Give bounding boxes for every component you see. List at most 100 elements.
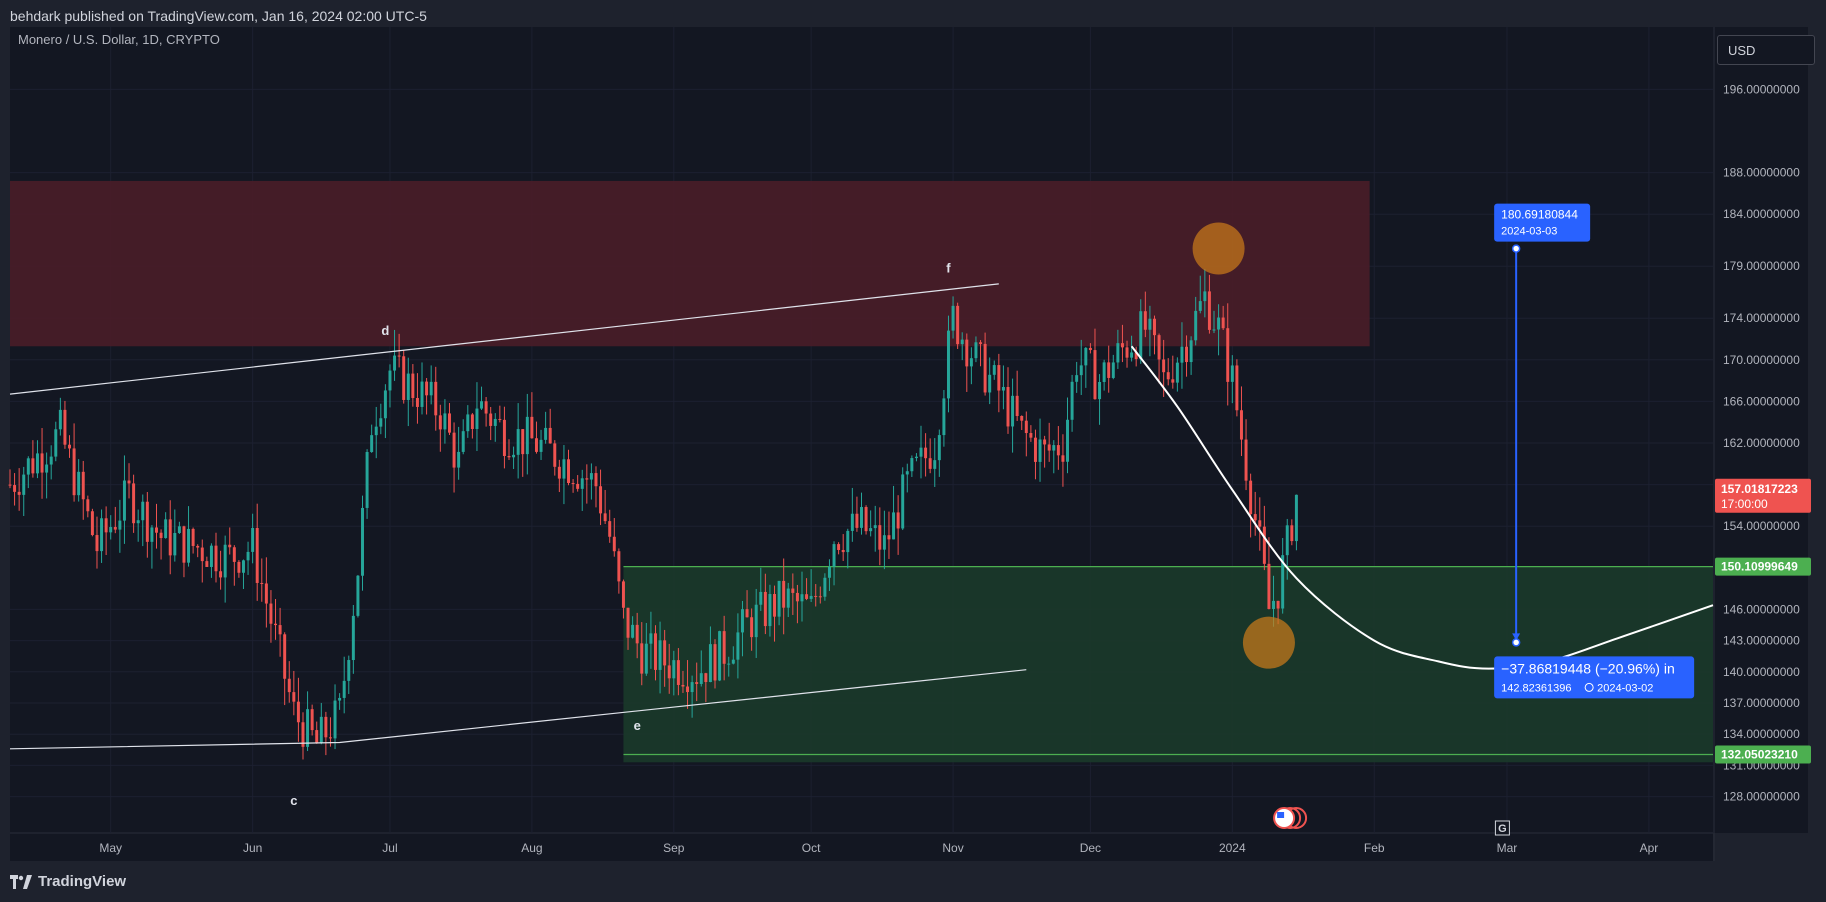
projection-curve	[1130, 345, 1714, 670]
candle-body	[869, 528, 873, 532]
currency-button[interactable]: USD	[1717, 35, 1815, 65]
y-tick-label: 146.00000000	[1723, 602, 1800, 616]
y-tick-label: 170.00000000	[1723, 353, 1800, 367]
candle-body	[406, 373, 410, 400]
y-tick-label: 137.00000000	[1723, 696, 1800, 710]
candle-body	[1029, 433, 1033, 438]
wave-label-e: e	[634, 718, 641, 733]
candle-body	[617, 551, 621, 582]
candle-body	[933, 460, 937, 469]
candle-body	[924, 447, 928, 459]
x-tick-label: Mar	[1497, 841, 1518, 855]
x-tick-label: 2024	[1219, 841, 1246, 855]
candle-body	[1235, 365, 1239, 411]
candle-body	[1239, 410, 1243, 440]
candle-body	[1226, 328, 1230, 382]
candle-body	[1153, 318, 1156, 336]
candle-body	[548, 427, 552, 444]
candle-body	[315, 730, 319, 744]
candle-body	[100, 518, 104, 552]
candle-body	[1066, 419, 1069, 462]
candle-body	[1157, 335, 1161, 360]
tradingview-logo[interactable]: TradingView	[10, 873, 126, 890]
candle-body	[411, 373, 415, 399]
currency-label: USD	[1728, 43, 1756, 58]
candle-body	[77, 471, 81, 496]
candle-body	[681, 684, 685, 687]
candle-body	[992, 365, 996, 375]
candle-body	[388, 370, 392, 391]
candle-body	[1267, 563, 1271, 609]
candle-body	[919, 447, 923, 457]
measure-top-price: 180.69180844	[1501, 208, 1578, 222]
candle-body	[740, 609, 744, 633]
candle-body	[649, 633, 653, 644]
candle-body	[264, 583, 268, 604]
last-price-tag	[1715, 478, 1811, 513]
measure-start-handle[interactable]	[1511, 244, 1521, 253]
candle-body	[539, 439, 543, 452]
candle-body	[928, 458, 932, 469]
candle-body	[241, 560, 245, 573]
trendline	[9, 283, 999, 395]
candle-body	[553, 443, 557, 467]
candle-body	[635, 624, 639, 644]
candle-body	[626, 607, 630, 638]
y-tick-label: 128.00000000	[1723, 790, 1800, 804]
measure-end-handle[interactable]	[1511, 638, 1521, 647]
candle-body	[214, 545, 218, 572]
candle-body	[493, 418, 497, 426]
resistance-zone	[10, 180, 1370, 347]
x-tick-label: Sep	[663, 841, 685, 855]
candle-body	[475, 408, 479, 429]
candle-body	[1217, 317, 1221, 330]
candle-body	[727, 663, 731, 665]
candle-body	[415, 398, 419, 407]
candle-body	[773, 594, 777, 617]
highlight-circle	[1192, 222, 1245, 275]
candle-body	[1285, 525, 1289, 556]
candle-body	[95, 535, 99, 552]
y-tick-label: 196.00000000	[1723, 82, 1800, 96]
candle-body	[173, 532, 177, 556]
candle-body	[1088, 347, 1092, 351]
candle-body	[805, 594, 809, 599]
candle-body	[145, 501, 149, 542]
candle-body	[576, 483, 580, 489]
candle-body	[937, 435, 941, 461]
candle-body	[567, 459, 570, 484]
candle-body	[58, 409, 62, 430]
candle-body	[1052, 445, 1056, 451]
candle-body	[860, 507, 863, 528]
candle-body	[443, 413, 447, 430]
candle-body	[205, 561, 209, 567]
last-price-countdown: 17:00:00	[1721, 497, 1768, 511]
candle-body	[534, 438, 538, 452]
candle-body	[447, 413, 451, 433]
candle-body	[379, 418, 383, 427]
measure-bottom-label-box	[1494, 656, 1695, 699]
candle-body	[40, 453, 44, 473]
candle-body	[164, 519, 168, 539]
candle-body	[122, 480, 126, 521]
candle-body	[1130, 352, 1134, 358]
candle-body	[8, 484, 12, 486]
x-tick-label: Aug	[521, 841, 542, 855]
candle-body	[1024, 420, 1028, 434]
candle-body	[759, 591, 763, 605]
chart-title: Monero / U.S. Dollar, 1D, CRYPTO	[18, 32, 220, 47]
candle-body	[397, 355, 401, 357]
x-tick-label: Jul	[382, 841, 397, 855]
candle-body	[1244, 439, 1248, 481]
candle-body	[1038, 439, 1042, 462]
candle-body	[599, 486, 603, 514]
candle-body	[278, 625, 282, 635]
candle-body	[1180, 346, 1184, 363]
candle-body	[425, 381, 429, 396]
candle-body	[209, 545, 213, 567]
candle-body	[718, 631, 722, 681]
candle-body	[901, 474, 905, 529]
g-marker-box[interactable]	[1494, 820, 1510, 836]
